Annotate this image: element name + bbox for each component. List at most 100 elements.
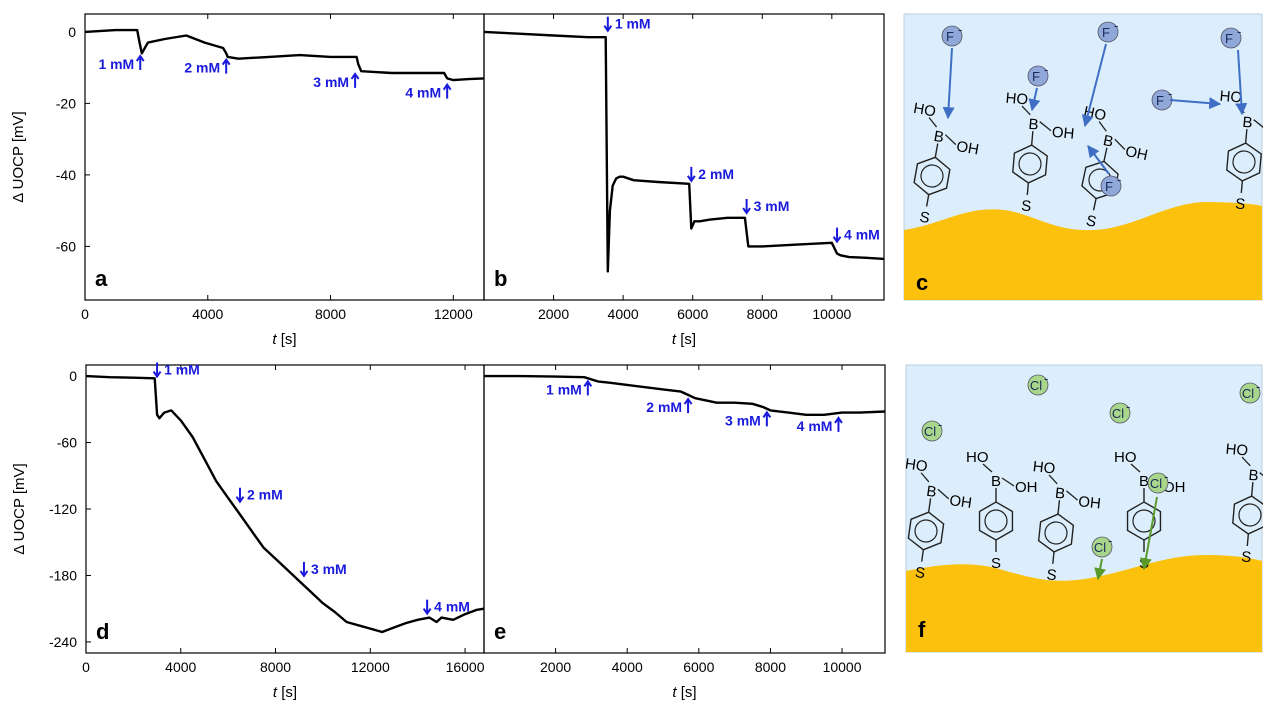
annotation-label: 4 mM — [797, 418, 833, 434]
sulfur-label: S — [1021, 197, 1032, 215]
arrow-down-icon — [603, 16, 613, 33]
x-tick-label: 10000 — [823, 659, 862, 675]
arrow-up-icon — [683, 397, 693, 414]
bond — [920, 472, 930, 483]
concentration-annotation: 2 mM — [184, 57, 231, 76]
sulfur-label: S — [918, 209, 931, 227]
ion-circle — [1100, 175, 1122, 197]
bond — [1026, 182, 1030, 195]
series-line — [84, 28, 485, 82]
series-line — [483, 30, 885, 273]
ion-circle — [1097, 21, 1119, 43]
aromatic-circle — [1132, 509, 1156, 533]
hydroxyl-label: OH — [1015, 479, 1038, 496]
concentration-annotation: 3 mM — [742, 198, 789, 215]
chart-panel-a: 0 4000 8000 12000 0 -20 -40 -60 t [s] Δ UOCP [mV]… — [10, 13, 485, 348]
schematic-panel-c: BOHHOSBOHHOSBOHHOSBOHHOS F-F-F-F-F-F- c — [903, 13, 1263, 301]
ion-charge: - — [1114, 18, 1118, 33]
annotation-label: 4 mM — [434, 599, 470, 615]
ion-cl: Cl - — [1239, 379, 1261, 404]
ion-label: F — [946, 29, 954, 44]
gold-surface — [904, 202, 1262, 300]
bond — [1259, 472, 1263, 483]
hydroxyl-label: OH — [948, 492, 973, 512]
benzene-ring — [907, 511, 945, 551]
bond — [1246, 533, 1250, 546]
x-tick-label: 16000 — [446, 659, 485, 675]
fluoride-arrow — [1169, 97, 1222, 110]
concentration-annotation: 1 mM — [152, 362, 200, 379]
aromatic-circle — [914, 519, 938, 543]
x-tick-label: 10000 — [812, 306, 851, 322]
hydroxyl-left-label: HO — [1032, 458, 1056, 477]
boron-label: B — [991, 473, 1001, 490]
boron-label: B — [1028, 116, 1039, 134]
ion-circle — [921, 420, 943, 442]
ion-cl: Cl - — [1147, 469, 1169, 494]
ion-label: F — [1032, 69, 1040, 84]
x-tick-label: 8000 — [755, 659, 786, 675]
ion-charge: - — [1044, 62, 1048, 77]
concentration-annotation: 2 mM — [235, 487, 283, 504]
concentration-annotation: 1 mM — [603, 16, 651, 33]
ion-label: F — [1225, 31, 1233, 46]
ion-charge: - — [1168, 86, 1172, 101]
bond — [1030, 131, 1034, 146]
ion-charge: - — [1164, 469, 1168, 484]
ion-circle — [1091, 536, 1113, 558]
panel-letter-a: a — [95, 266, 108, 291]
boron-label: B — [1102, 132, 1115, 151]
panel-letter-d: d — [96, 619, 109, 644]
y-tick-label: -180 — [49, 567, 77, 583]
arrow-down-icon — [686, 166, 696, 183]
hydroxyl-label: OH — [955, 138, 980, 159]
x-tick-label: 0 — [81, 306, 89, 322]
ion-label: Cl — [1094, 540, 1106, 555]
ion-charge: - — [1126, 399, 1130, 414]
annotation-label: 2 mM — [247, 487, 283, 503]
series-line — [484, 374, 886, 416]
ion-label: Cl — [1112, 406, 1124, 421]
schematic-panel-f: BOHHOSBOHHOSBOHHOSBOHHOSBOHHOS Cl-Cl-Cl-… — [904, 364, 1263, 653]
y-axis-label: Δ UOCP [mV] — [10, 111, 27, 202]
x-axis-label: t [s] — [672, 331, 696, 348]
hydroxyl-left-label: HO — [966, 449, 989, 466]
aromatic-circle — [1238, 503, 1262, 527]
fluoride-arrow — [1028, 87, 1041, 112]
ion-circle — [1147, 472, 1169, 494]
hydroxyl-left-label: HO — [904, 456, 929, 476]
ion-f: F- — [1220, 24, 1242, 49]
phenylboronic-acid-molecule: B OH HO S — [1005, 90, 1075, 216]
annotation-label: 4 mM — [405, 85, 441, 101]
aromatic-circle — [1232, 150, 1256, 174]
panel-letter-e: e — [494, 619, 506, 644]
y-tick-label: 0 — [68, 24, 76, 40]
fluoride-arrow — [1087, 145, 1110, 175]
x-tick-label: 4000 — [192, 306, 223, 322]
hydroxyl-left-label: HO — [1005, 90, 1029, 109]
hydroxyl-label: OH — [1163, 479, 1186, 496]
hydroxyl-label: OH — [1051, 124, 1075, 143]
ion-circle — [1109, 402, 1131, 424]
arrow-down-icon — [299, 561, 309, 578]
annotation-label: 1 mM — [615, 16, 651, 32]
bond — [1048, 474, 1058, 485]
aromatic-circle — [1018, 152, 1042, 176]
aromatic-circle — [984, 509, 1008, 533]
hydroxyl-label: OH — [1078, 493, 1102, 512]
boron-label: B — [932, 128, 945, 146]
annotation-label: 3 mM — [311, 561, 347, 577]
ion-circle — [1220, 27, 1242, 49]
ion-charge: - — [1108, 533, 1112, 548]
bond — [1092, 198, 1097, 211]
y-tick-label: -120 — [49, 501, 77, 517]
arrow-down-icon — [742, 199, 751, 215]
ion-circle — [1239, 382, 1261, 404]
ion-cl: Cl - — [1091, 533, 1113, 558]
bond — [944, 134, 957, 146]
